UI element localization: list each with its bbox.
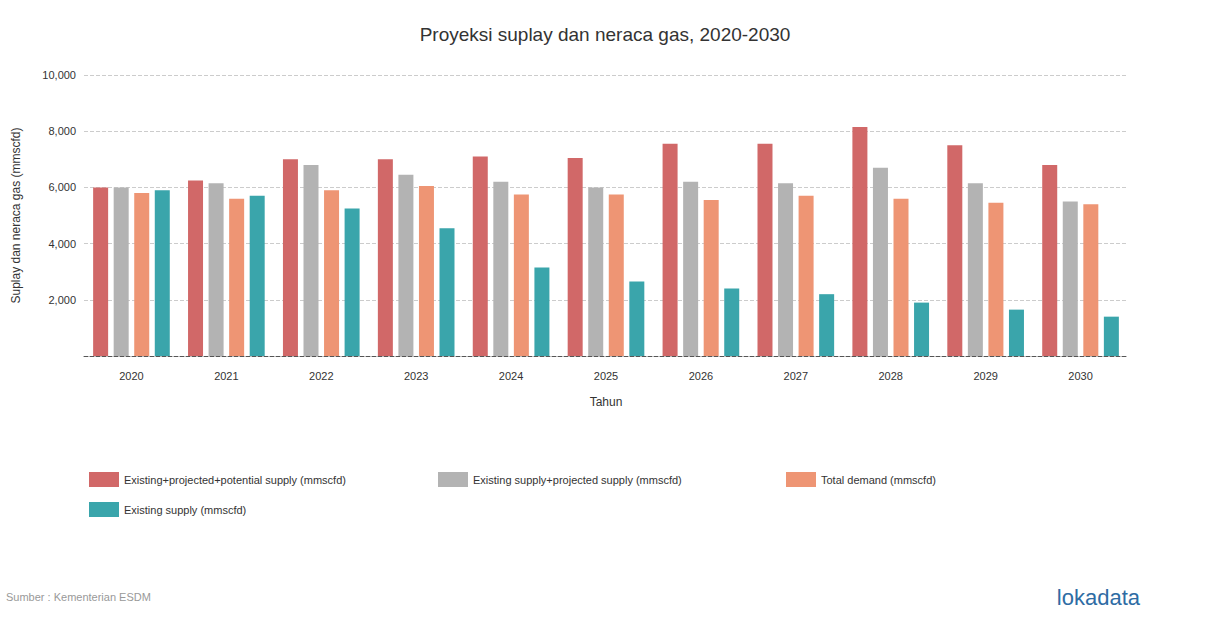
svg-text:2028: 2028 [878, 370, 902, 382]
svg-text:2025: 2025 [594, 370, 618, 382]
svg-text:2026: 2026 [689, 370, 713, 382]
svg-text:2020: 2020 [119, 370, 143, 382]
svg-text:2,000: 2,000 [48, 294, 76, 306]
svg-text:Existing+projected+potential s: Existing+projected+potential supply (mms… [124, 474, 346, 486]
svg-text:lokadata: lokadata [1057, 585, 1141, 610]
svg-text:2021: 2021 [214, 370, 238, 382]
svg-text:2022: 2022 [309, 370, 333, 382]
svg-text:10,000: 10,000 [42, 69, 76, 81]
svg-text:2027: 2027 [784, 370, 808, 382]
svg-text:2029: 2029 [973, 370, 997, 382]
svg-text:2023: 2023 [404, 370, 428, 382]
svg-text:Existing supply+projected supp: Existing supply+projected supply (mmscfd… [473, 474, 682, 486]
svg-text:2024: 2024 [499, 370, 523, 382]
svg-text:8,000: 8,000 [48, 125, 76, 137]
svg-text:Suplay dan neraca gas (mmscfd): Suplay dan neraca gas (mmscfd) [9, 127, 23, 303]
svg-text:4,000: 4,000 [48, 238, 76, 250]
svg-text:Proyeksi suplay dan neraca gas: Proyeksi suplay dan neraca gas, 2020-203… [420, 24, 791, 45]
svg-text:Tahun: Tahun [590, 395, 623, 409]
svg-text:Total demand (mmscfd): Total demand (mmscfd) [821, 474, 936, 486]
svg-text:Existing supply (mmscfd): Existing supply (mmscfd) [124, 504, 246, 516]
svg-text:6,000: 6,000 [48, 181, 76, 193]
svg-text:Sumber : Kementerian ESDM: Sumber : Kementerian ESDM [6, 591, 151, 603]
svg-text:2030: 2030 [1068, 370, 1092, 382]
